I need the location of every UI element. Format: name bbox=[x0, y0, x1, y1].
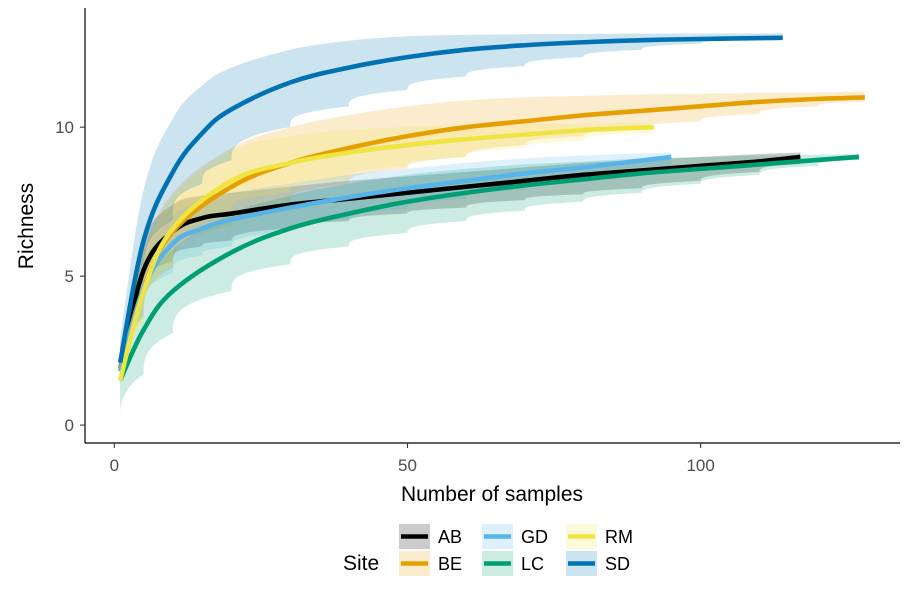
ribbon-ab bbox=[120, 152, 801, 390]
ribbon-rm bbox=[120, 122, 654, 405]
legend-label: AB bbox=[438, 527, 462, 547]
y-tick-label: 10 bbox=[55, 118, 74, 137]
legend-label: BE bbox=[438, 554, 462, 574]
series-line-lc bbox=[118, 154, 860, 382]
y-axis-title: Richness bbox=[15, 183, 38, 269]
legend-title: Site bbox=[343, 552, 379, 575]
legend-label: RM bbox=[605, 527, 633, 547]
legend: Site AB BE GD LC RM SD bbox=[343, 524, 633, 576]
y-axis-ticks: 0 5 10 bbox=[55, 118, 85, 435]
series-line-sd bbox=[117, 35, 783, 363]
legend-item-sd: SD bbox=[566, 551, 630, 576]
x-tick-label: 50 bbox=[398, 456, 417, 475]
y-tick-label: 5 bbox=[65, 267, 74, 286]
ribbon-sd bbox=[120, 33, 783, 387]
legend-label: GD bbox=[521, 527, 548, 547]
ribbon-be bbox=[120, 91, 865, 390]
series-line-gd bbox=[117, 154, 672, 373]
x-axis-ticks: 0 50 100 bbox=[110, 443, 715, 475]
legend-label: LC bbox=[521, 554, 544, 574]
legend-item-be: BE bbox=[399, 551, 462, 576]
x-tick-label: 100 bbox=[686, 456, 714, 475]
legend-item-gd: GD bbox=[482, 524, 548, 549]
legend-item-lc: LC bbox=[482, 551, 544, 576]
legend-item-rm: RM bbox=[566, 524, 633, 549]
legend-item-ab: AB bbox=[399, 524, 462, 549]
x-axis-title: Number of samples bbox=[401, 483, 583, 506]
series-line-rm bbox=[117, 124, 654, 382]
series-lines bbox=[117, 35, 865, 382]
x-tick-label: 0 bbox=[110, 456, 119, 475]
legend-label: SD bbox=[605, 554, 630, 574]
y-tick-label: 0 bbox=[65, 416, 74, 435]
axes: 0 50 100 0 5 10 bbox=[55, 8, 900, 475]
confidence-ribbons bbox=[120, 33, 865, 417]
ribbon-lc bbox=[120, 153, 859, 417]
